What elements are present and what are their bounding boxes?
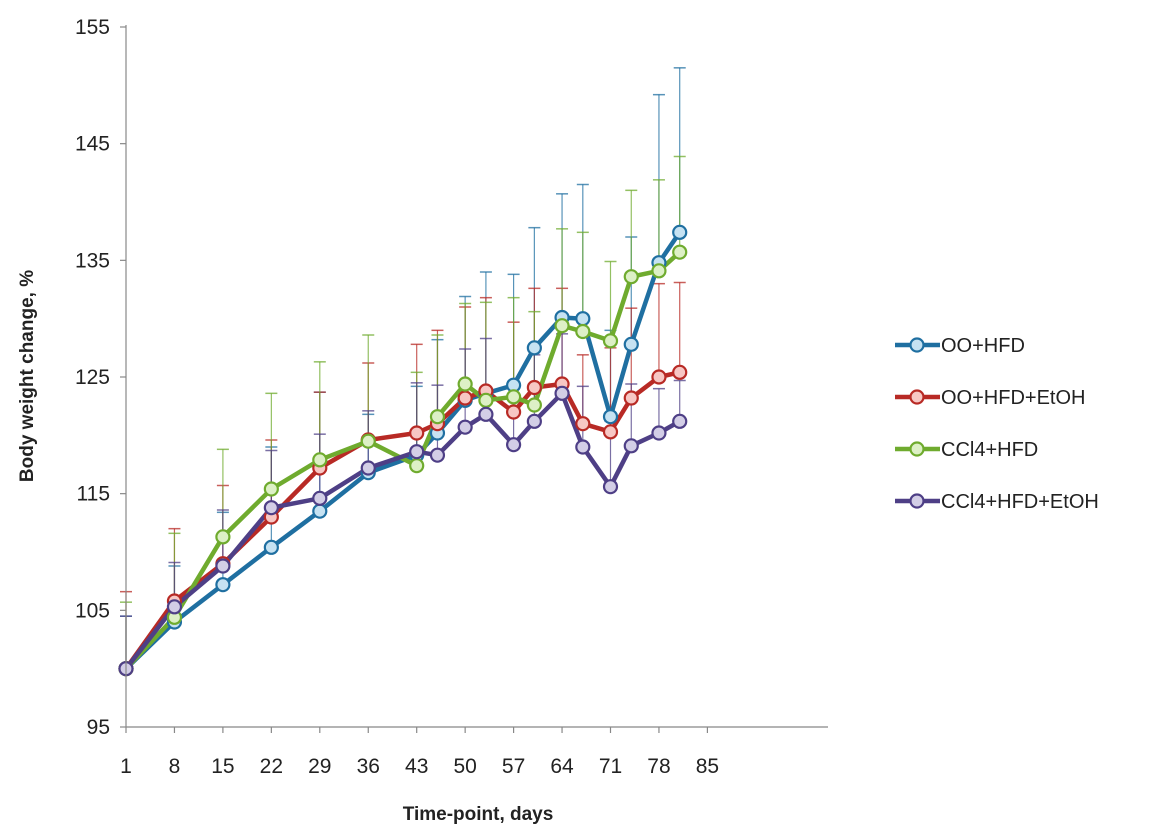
x-tick-label: 15 [211,755,234,778]
data-point [263,481,279,497]
data-point [215,558,231,574]
x-tick-label: 78 [647,755,670,778]
data-point [623,269,639,285]
y-tick-label: 155 [75,16,110,39]
data-point [526,413,542,429]
x-tick-label: 50 [453,755,476,778]
data-point [360,460,376,476]
legend-marker [909,493,925,509]
data-point [575,311,591,327]
data-point [651,263,667,279]
series-line [123,370,682,671]
data-point [623,438,639,454]
y-tick-label: 145 [75,133,110,156]
y-tick-label: 105 [75,599,110,622]
data-point [651,425,667,441]
data-point [478,406,494,422]
data-point [554,385,570,401]
data-point [575,416,591,432]
data-point [672,413,688,429]
data-point [575,439,591,455]
data-point [360,433,376,449]
data-point [457,390,473,406]
x-tick-label: 71 [599,755,622,778]
x-tick-label: 43 [405,755,428,778]
data-point [429,447,446,463]
x-tick-label: 85 [696,755,719,778]
data-point [505,404,522,420]
x-tick-label: 8 [169,755,181,778]
legend-label: CCl4+HFD+EtOH [941,491,1099,513]
y-tick-label: 125 [75,366,110,389]
y-axis-title: Body weight change, % [17,270,38,482]
data-point [478,392,494,408]
data-point [215,577,231,593]
data-point [623,336,639,352]
data-point [602,333,619,349]
data-point [429,409,446,425]
x-axis-title: Time-point, days [403,804,554,825]
data-point [312,490,328,506]
legend-label: OO+HFD [941,335,1025,357]
legend-marker [909,337,925,353]
legend-marker [909,441,925,457]
y-tick-label: 115 [77,483,110,506]
data-point [672,244,688,260]
series-line [123,391,682,671]
data-point [505,389,522,405]
x-tick-label: 64 [550,755,574,778]
data-point [526,379,542,396]
data-point [457,419,473,435]
data-point [409,444,425,460]
data-point [672,364,688,380]
series-line [123,230,682,671]
legend-label: CCl4+HFD [941,439,1038,461]
data-point [409,425,425,441]
data-point [554,318,570,334]
data-point [505,437,522,453]
data-point [575,323,591,340]
data-point [672,224,688,240]
data-point [166,599,183,615]
data-point [602,479,619,495]
data-point [526,397,542,413]
data-point [215,529,231,545]
series-markers [118,224,688,677]
y-tick-label: 95 [87,716,110,739]
data-point [651,369,667,385]
legend-label: OO+HFD+EtOH [941,387,1085,409]
series-line [123,249,682,671]
series-lines [123,230,682,671]
x-tick-label: 57 [502,755,525,778]
data-point [263,539,279,555]
x-tick-label: 1 [120,755,132,778]
x-tick-label: 36 [357,755,380,778]
data-point [312,452,328,468]
x-tick-label: 22 [260,755,283,778]
legend: OO+HFD OO+HFD+EtOH CCl4+HFD CCl4+HFD+EtOH [895,335,1099,513]
data-point [526,340,542,356]
data-point [602,424,619,440]
data-point [263,500,279,516]
x-tick-label: 29 [308,755,331,778]
data-point [623,390,639,406]
axes: 95 105 115 125 135 145 155 1 8 15 22 29 36 43 50 57 64 71… [75,16,828,778]
data-point [312,503,328,519]
data-point [409,458,425,474]
data-point [602,409,619,425]
data-point [457,376,473,392]
legend-marker [909,389,925,405]
y-tick-label: 135 [75,249,110,272]
